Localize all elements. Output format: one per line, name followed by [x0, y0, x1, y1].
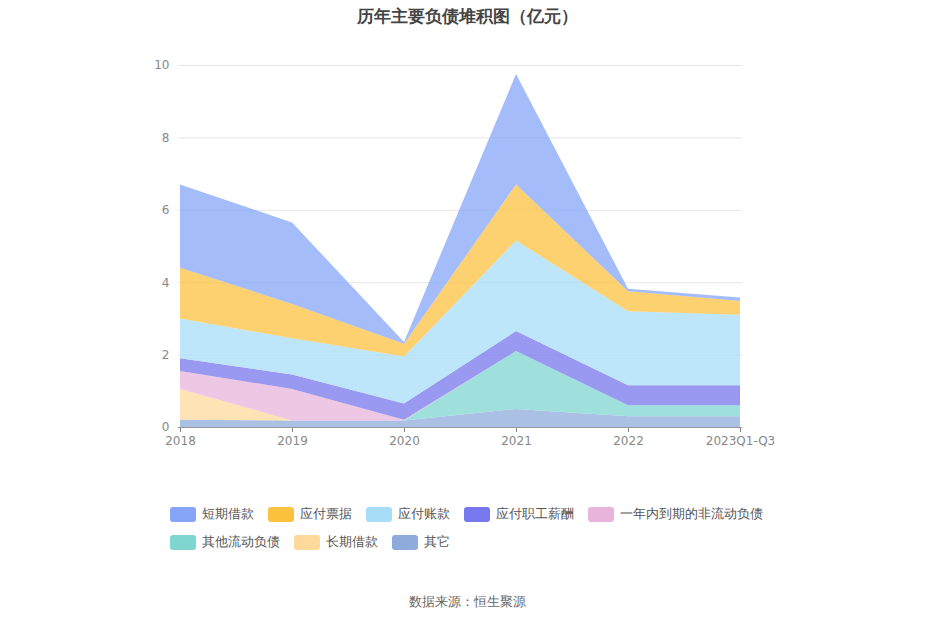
svg-text:10: 10	[154, 58, 169, 72]
svg-text:2021: 2021	[501, 434, 532, 448]
svg-text:0: 0	[162, 420, 170, 434]
html-text:长期借款: 长期借款	[326, 534, 378, 549]
svg-text:6: 6	[162, 203, 170, 217]
svg-text:4: 4	[162, 276, 170, 290]
html-text:应付账款: 应付账款	[398, 506, 450, 521]
html-text:数据来源：恒生聚源: 数据来源：恒生聚源	[409, 594, 526, 609]
html-text:其他流动负债: 其他流动负债	[202, 534, 280, 549]
html-text:一年内到期的非流动负债: 一年内到期的非流动负债	[620, 506, 763, 521]
html-text:应付职工薪酬: 应付职工薪酬	[496, 506, 574, 521]
svg-text:2018: 2018	[165, 434, 196, 448]
html-text:其它: 其它	[424, 534, 450, 549]
svg-text:2022: 2022	[613, 434, 644, 448]
svg-text:2: 2	[162, 348, 170, 362]
html-text:短期借款: 短期借款	[202, 506, 254, 521]
svg-text:2020: 2020	[389, 434, 420, 448]
svg-text:2019: 2019	[277, 434, 308, 448]
svg-text:2023Q1-Q3: 2023Q1-Q3	[706, 434, 775, 448]
html-text:应付票据: 应付票据	[300, 506, 352, 521]
svg-text:8: 8	[162, 131, 170, 145]
html-text:历年主要负债堆积图（亿元）: 历年主要负债堆积图（亿元）	[357, 6, 578, 26]
